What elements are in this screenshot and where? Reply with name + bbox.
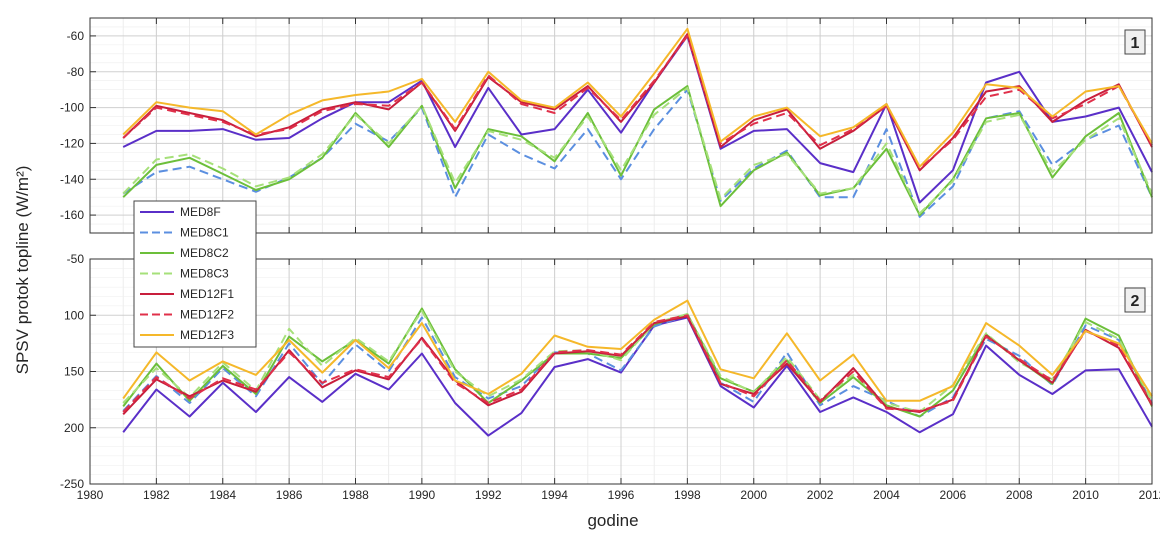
y-tick-label: -120 (60, 136, 84, 150)
panel-2: -50 100 150 200 -250 2 (60, 252, 1153, 491)
legend-label: MED12F2 (180, 308, 234, 322)
x-tick-label: 2004 (873, 488, 900, 502)
y-tick-label: -250 (60, 477, 84, 491)
y-tick-label: 200 (64, 421, 84, 435)
y-tick-label: -80 (67, 65, 85, 79)
legend-label: MED12F1 (180, 287, 234, 301)
series-line-med12f2 (122, 314, 1153, 413)
y-axis-label: SPSV protok topline (W/m²) (13, 166, 32, 375)
x-tick-label: 1984 (209, 488, 236, 502)
x-tick-label: 2002 (807, 488, 834, 502)
series-line-med12f3 (122, 27, 1153, 168)
y-tick-label: -60 (67, 29, 85, 43)
x-tick-label: 1988 (342, 488, 369, 502)
series-line-med8c1 (122, 88, 1153, 218)
x-tick-label: 1990 (409, 488, 436, 502)
x-tick-label: 1996 (608, 488, 635, 502)
y-tick-label: -160 (60, 208, 84, 222)
x-tick-label: 2012 (1139, 488, 1160, 502)
x-tick-label: 2010 (1072, 488, 1099, 502)
x-tick-label: 2008 (1006, 488, 1033, 502)
x-tick-label: 2006 (940, 488, 967, 502)
x-axis-label: godine (587, 511, 638, 530)
legend-label: MED12F3 (180, 328, 234, 342)
x-tick-label: 1994 (541, 488, 568, 502)
panels-group: -60 -80 -100 -120 -140 -160 1 -50 100 150 200 -250 2… (60, 17, 1160, 502)
panel-1: -60 -80 -100 -120 -140 -160 1 (60, 17, 1153, 234)
x-tick-label: 1982 (143, 488, 170, 502)
y-tick-label: -50 (67, 252, 85, 266)
legend-label: MED8C2 (180, 246, 229, 260)
x-tick-label: 1998 (674, 488, 701, 502)
series-line-med8f (122, 34, 1153, 204)
series-line-med8c2 (122, 85, 1153, 217)
plot-frame (89, 258, 1153, 485)
series-line-med8c3 (122, 86, 1153, 215)
panel-label: 1 (1131, 35, 1140, 52)
legend-label: MED8C3 (180, 267, 229, 281)
x-tick-label: 2000 (740, 488, 767, 502)
y-tick-label: -100 (60, 101, 84, 115)
y-tick-label: 150 (64, 365, 84, 379)
series-line-med12f3 (122, 299, 1153, 402)
x-tick-label: 1980 (77, 488, 104, 502)
panel-label-box (1124, 287, 1146, 313)
legend-label: MED8F (180, 205, 221, 219)
legend-item: MED12F2 (140, 308, 234, 322)
panel-label: 2 (1131, 293, 1140, 310)
panel-label-box (1124, 29, 1146, 55)
x-tick-label: 1992 (475, 488, 502, 502)
legend: MED8F MED8C1 MED8C2 MED8C3 MED12F1 MED12F2 MED… (133, 200, 257, 348)
y-tick-label: 100 (64, 308, 84, 322)
legend-label: MED8C1 (180, 226, 229, 240)
legend-item: MED12F3 (140, 328, 234, 342)
plot-frame (89, 17, 1153, 234)
legend-item: MED12F1 (140, 287, 234, 301)
series-line-med12f1 (122, 33, 1153, 172)
legend-item: MED8C3 (140, 267, 229, 281)
series-line-med8c3 (122, 309, 1153, 413)
x-tick-label: 1986 (276, 488, 303, 502)
y-tick-label: -140 (60, 172, 84, 186)
legend-item: MED8C2 (140, 246, 229, 260)
legend-item: MED8F (140, 205, 221, 219)
series-line-med12f2 (122, 34, 1153, 170)
legend-item: MED8C1 (140, 226, 229, 240)
